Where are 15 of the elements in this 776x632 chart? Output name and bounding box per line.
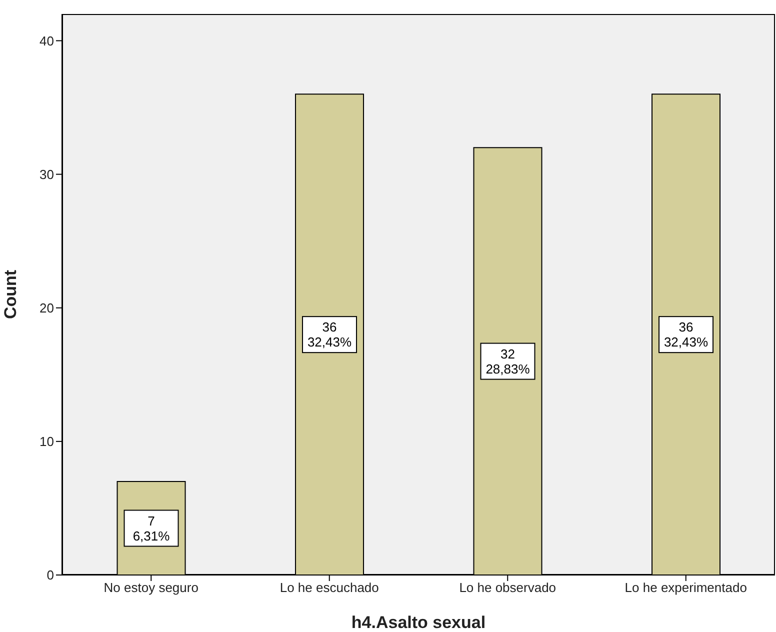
x-axis-title: h4.Asalto sexual [351,613,486,632]
x-tick-label: No estoy seguro [104,580,198,596]
data-label: 32 28,83% [486,346,530,376]
y-tick-label: 40 [40,33,54,48]
data-label: 7 6,31% [132,513,170,544]
y-tick-label: 0 [46,568,54,583]
y-tick-label: 20 [40,300,54,316]
x-tick-label: Lo he experimentado [624,580,747,596]
y-tick-label: 30 [40,166,54,182]
y-axis-title: Count [1,270,20,320]
y-tick-label: 10 [40,434,54,450]
data-label: 36 32,43% [307,320,352,350]
x-tick-label: Lo he escuchado [280,580,379,596]
x-tick-label: Lo he observado [459,580,556,596]
data-label: 36 32,43% [664,320,708,350]
